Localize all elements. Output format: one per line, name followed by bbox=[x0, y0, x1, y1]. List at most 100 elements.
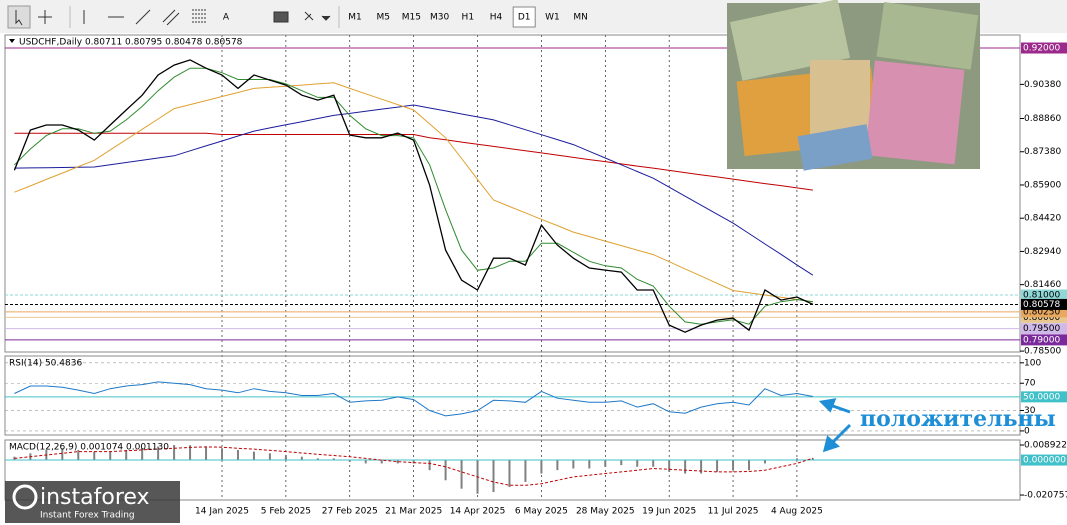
dropdown-icon[interactable] bbox=[321, 15, 331, 21]
y-tick-label: 0.82940 bbox=[1024, 247, 1061, 257]
y-tick-label: 0.84420 bbox=[1024, 214, 1061, 224]
level-label: 0.81000 bbox=[1023, 290, 1060, 300]
y-tick-label: -0.020757 bbox=[1024, 491, 1067, 501]
panel-title: MACD(12,26,9) 0.001074 0.001130 bbox=[9, 443, 169, 453]
series-line bbox=[13, 59, 814, 333]
histogram-bar bbox=[588, 460, 591, 469]
cursor-button[interactable] bbox=[7, 5, 31, 29]
arrow-icon[interactable] bbox=[304, 11, 314, 21]
histogram-bar bbox=[348, 460, 351, 462]
histogram-bar bbox=[300, 456, 303, 461]
y-tick-label: 0.87380 bbox=[1024, 147, 1061, 157]
active-timeframe bbox=[512, 6, 536, 28]
timeframe-button[interactable]: H4 bbox=[490, 13, 503, 23]
timeframe-button[interactable]: M30 bbox=[430, 13, 449, 23]
timeframe-button[interactable]: M5 bbox=[376, 13, 390, 23]
level-label: 50.0000 bbox=[1023, 392, 1060, 402]
timeframe-button[interactable]: H1 bbox=[462, 13, 475, 23]
histogram-bar bbox=[636, 460, 639, 467]
y-tick-label: 0.81460 bbox=[1024, 280, 1061, 290]
histogram-bar bbox=[173, 445, 176, 461]
level-label-bg bbox=[1021, 306, 1067, 318]
histogram-bar bbox=[748, 460, 751, 471]
histogram-bar bbox=[221, 448, 224, 461]
histogram-bar bbox=[236, 449, 239, 461]
level-label-bg bbox=[1021, 391, 1067, 403]
histogram-bar bbox=[141, 448, 144, 461]
series-line bbox=[14, 67, 813, 325]
histogram-bar bbox=[252, 451, 255, 461]
panel bbox=[4, 439, 1021, 501]
rect-icon[interactable] bbox=[273, 11, 289, 23]
y-tick-label: 0.85900 bbox=[1024, 180, 1061, 190]
histogram-bar bbox=[652, 460, 655, 467]
histogram-bar bbox=[604, 460, 607, 467]
text-tool[interactable]: A bbox=[223, 13, 230, 23]
level-label: 0.000000 bbox=[1023, 456, 1066, 466]
histogram-bar bbox=[380, 460, 383, 464]
level-label: 0.80250 bbox=[1023, 307, 1060, 317]
histogram-bar bbox=[93, 451, 96, 461]
x-tick-label: 14 Jan 2025 bbox=[195, 507, 249, 517]
timeframe-button[interactable]: MN bbox=[573, 13, 588, 23]
histogram-bar bbox=[460, 460, 463, 489]
series-line bbox=[14, 104, 814, 276]
x-tick-label: 6 May 2025 bbox=[515, 507, 568, 517]
histogram-bar bbox=[684, 460, 687, 474]
tagline: Instant Forex Trading bbox=[40, 511, 135, 521]
timeframe-button[interactable]: D1 bbox=[518, 13, 531, 23]
level-label-bg bbox=[1021, 454, 1067, 466]
banknote-picture bbox=[727, 0, 980, 171]
histogram-bar bbox=[205, 446, 208, 461]
level-label-bg bbox=[1021, 323, 1067, 335]
histogram-bar bbox=[732, 460, 735, 471]
histogram-bar bbox=[428, 460, 431, 471]
annotation-arrows bbox=[818, 398, 852, 453]
brand: instaforex bbox=[40, 485, 150, 510]
y-tick-label: 0.008922 bbox=[1024, 441, 1067, 451]
timeframe-button[interactable]: M1 bbox=[348, 13, 362, 23]
histogram-bar bbox=[492, 460, 495, 493]
y-tick-label: 0 bbox=[1024, 426, 1030, 436]
x-tick-label: 14 Apr 2025 bbox=[450, 507, 506, 517]
annotation: положительны bbox=[860, 406, 1056, 432]
x-tick-label: 4 Aug 2025 bbox=[771, 507, 823, 517]
y-tick-label: 100 bbox=[1024, 358, 1041, 368]
x-tick-label: 28 May 2025 bbox=[576, 507, 635, 517]
panel bbox=[4, 355, 1021, 436]
series-line bbox=[14, 82, 813, 303]
x-tick-label: 5 Feb 2025 bbox=[261, 507, 311, 517]
timeframe-button[interactable]: M15 bbox=[402, 13, 421, 23]
panel bbox=[4, 34, 1021, 353]
histogram-bar bbox=[77, 449, 80, 461]
fib-icon[interactable] bbox=[192, 9, 206, 23]
y-tick-label: 0.78500 bbox=[1024, 347, 1061, 357]
histogram-bar bbox=[332, 458, 335, 461]
x-tick-label: 27 Feb 2025 bbox=[322, 507, 378, 517]
histogram-bar bbox=[668, 460, 671, 472]
series-line bbox=[14, 132, 813, 191]
histogram-bar bbox=[444, 460, 447, 481]
y-tick-label: 70 bbox=[1024, 379, 1036, 389]
histogram-bar bbox=[364, 460, 367, 464]
histogram-bar bbox=[700, 460, 703, 474]
histogram-bar bbox=[109, 451, 112, 461]
level-label: 0.80000 bbox=[1023, 313, 1060, 323]
level-label: 0.79500 bbox=[1023, 324, 1060, 334]
charts: 14 Jan 2025 5 Feb 2025 27 Feb 2025 21 Mar 2… bbox=[4, 34, 1067, 517]
series-line bbox=[14, 381, 813, 417]
histogram-bar bbox=[620, 460, 623, 466]
level-label: 0.80578 bbox=[1023, 300, 1060, 310]
histogram-bar bbox=[396, 460, 399, 464]
crosshair-icon[interactable] bbox=[38, 10, 52, 24]
histogram-bar bbox=[572, 460, 575, 469]
series-line bbox=[14, 446, 814, 486]
histogram-bar bbox=[157, 446, 160, 461]
x-tick-label: 11 Jul 2025 bbox=[708, 507, 759, 517]
channel-icon[interactable] bbox=[162, 9, 180, 26]
panel-title: RSI(14) 50.4836 bbox=[9, 359, 82, 369]
timeframe-button[interactable]: W1 bbox=[545, 13, 560, 23]
trendline-icon[interactable] bbox=[135, 9, 151, 25]
collapse-icon bbox=[9, 39, 15, 43]
